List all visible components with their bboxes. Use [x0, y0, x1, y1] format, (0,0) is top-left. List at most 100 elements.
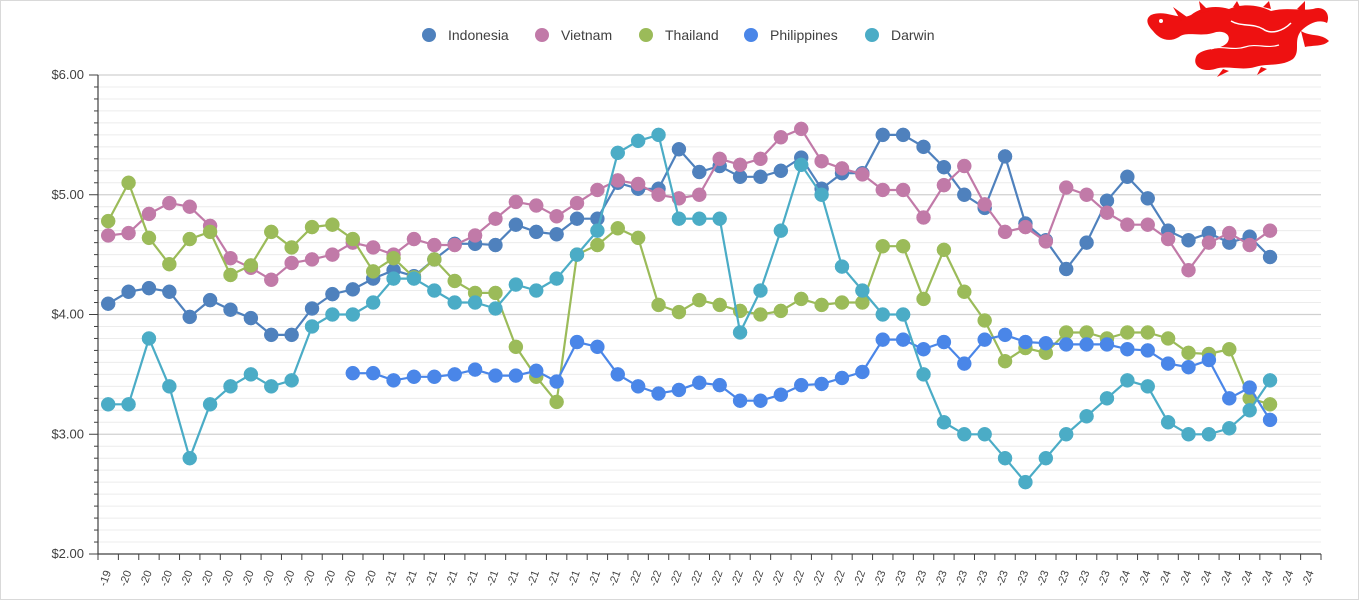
data-point — [569, 247, 585, 262]
data-point — [692, 375, 707, 391]
x-tick-label: -21 — [423, 569, 440, 588]
x-tick-label: -24 — [1137, 569, 1154, 588]
data-point — [590, 237, 605, 253]
data-point — [223, 267, 238, 283]
data-point — [162, 379, 177, 394]
data-point — [304, 319, 320, 334]
data-point — [386, 271, 401, 286]
x-tick-label: -22 — [790, 569, 807, 588]
data-point — [732, 157, 748, 173]
x-tick-label: -22 — [627, 569, 644, 588]
data-point — [875, 238, 891, 254]
data-point — [936, 334, 952, 350]
data-point — [671, 141, 687, 157]
data-point — [916, 341, 931, 357]
data-point — [121, 397, 136, 412]
data-point — [549, 227, 564, 242]
data-point — [1140, 325, 1155, 340]
data-point — [590, 182, 605, 198]
data-point — [814, 153, 829, 169]
data-point — [753, 307, 768, 322]
data-point — [202, 397, 218, 412]
data-point — [651, 297, 666, 313]
data-point — [814, 376, 829, 392]
data-point — [977, 197, 992, 212]
data-point — [121, 225, 136, 241]
legend-label: Indonesia — [448, 27, 509, 43]
legend-marker — [639, 28, 653, 42]
data-point — [488, 237, 503, 253]
data-point — [121, 284, 136, 299]
data-point — [814, 187, 829, 202]
x-tick-label: -21 — [586, 569, 603, 588]
data-point — [182, 231, 197, 247]
data-point — [793, 157, 809, 173]
data-point — [406, 369, 422, 385]
data-point — [916, 210, 931, 225]
data-point — [1120, 169, 1135, 185]
data-point — [141, 206, 157, 222]
legend-label: Vietnam — [561, 27, 612, 43]
data-point — [386, 373, 401, 388]
data-point — [100, 213, 116, 229]
data-point — [264, 327, 279, 343]
data-point — [182, 450, 197, 466]
x-tick-label: -22 — [770, 569, 787, 588]
data-point — [325, 307, 340, 322]
data-point — [610, 221, 626, 236]
data-point — [773, 303, 789, 319]
x-tick-label: -21 — [464, 569, 481, 588]
data-point — [936, 242, 952, 258]
data-point — [834, 259, 850, 274]
data-point — [895, 307, 911, 322]
data-point — [202, 292, 218, 308]
data-point — [284, 327, 299, 343]
x-tick-label: -23 — [1015, 569, 1032, 588]
data-point — [406, 231, 422, 247]
data-point — [1120, 325, 1135, 340]
data-point — [834, 161, 850, 176]
series-line — [108, 133, 1271, 484]
data-point — [141, 331, 157, 346]
x-tick-label: -21 — [485, 569, 502, 588]
data-point — [162, 284, 177, 299]
data-point — [549, 271, 564, 286]
data-point — [712, 211, 727, 226]
x-tick-label: -23 — [974, 569, 991, 588]
data-point — [325, 286, 340, 302]
data-point — [264, 379, 279, 394]
x-tick-label: -22 — [750, 569, 767, 588]
data-point — [651, 386, 666, 401]
data-point — [793, 121, 809, 137]
y-tick-label: $5.00 — [51, 187, 84, 202]
data-point — [243, 258, 259, 273]
data-point — [1181, 345, 1196, 361]
data-point — [386, 250, 401, 266]
data-point — [671, 211, 687, 226]
y-tick-label: $3.00 — [51, 426, 84, 441]
legend-item-darwin: Darwin — [865, 27, 935, 43]
data-point — [1181, 233, 1196, 248]
x-tick-label: -20 — [220, 569, 237, 588]
data-point — [773, 223, 789, 238]
series-lines — [100, 121, 1278, 490]
data-point — [712, 151, 727, 167]
x-tick-label: -21 — [505, 569, 522, 588]
data-point — [1181, 359, 1196, 375]
data-point — [325, 247, 340, 262]
data-point — [243, 367, 259, 382]
data-point — [1222, 421, 1237, 436]
data-point — [1201, 427, 1217, 442]
data-point — [345, 307, 361, 322]
data-point — [916, 139, 931, 155]
data-point — [1018, 474, 1033, 490]
data-point — [732, 325, 748, 340]
legend-item-thailand: Thailand — [639, 27, 719, 43]
legend-item-philippines: Philippines — [744, 27, 838, 43]
data-point — [427, 283, 442, 298]
data-point — [1262, 412, 1278, 428]
data-point — [753, 169, 768, 185]
data-point — [814, 297, 829, 313]
data-point — [1140, 217, 1155, 232]
